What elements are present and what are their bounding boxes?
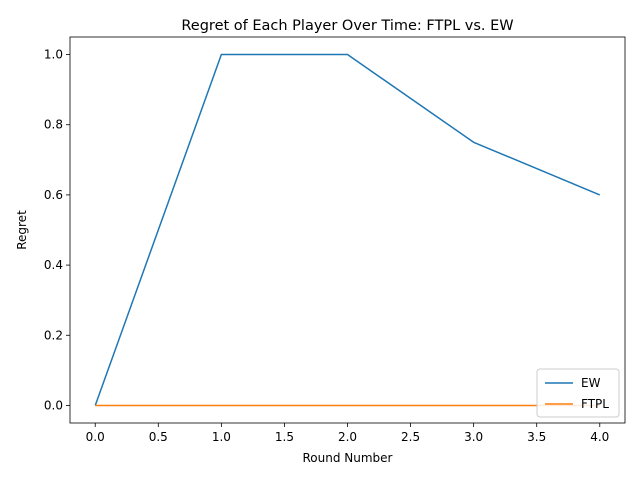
y-tick-label: 0.6 xyxy=(44,188,63,202)
x-tick-label: 0.5 xyxy=(149,430,168,444)
y-tick-label: 1.0 xyxy=(44,48,63,62)
x-tick-label: 0.0 xyxy=(86,430,105,444)
legend-label-ew: EW xyxy=(581,376,601,390)
x-axis-title: Round Number xyxy=(303,451,393,465)
legend: EW FTPL xyxy=(536,368,620,418)
x-tick-label: 2.5 xyxy=(401,430,420,444)
y-tick-label: 0.0 xyxy=(44,398,63,412)
y-axis-title: Regret xyxy=(15,210,29,250)
y-tick-label: 0.4 xyxy=(44,258,63,272)
plot-frame xyxy=(69,36,626,424)
plot-area xyxy=(69,36,626,424)
x-tick-label: 1.0 xyxy=(212,430,231,444)
x-axis: 0.0 0.5 1.0 1.5 2.0 2.5 3.0 3.5 4.0 xyxy=(86,423,609,444)
legend-box xyxy=(536,368,620,418)
x-tick-label: 3.5 xyxy=(527,430,546,444)
x-tick-label: 1.5 xyxy=(275,430,294,444)
series-line-ew xyxy=(94,53,601,406)
y-axis: 0.0 0.2 0.4 0.6 0.8 1.0 xyxy=(44,48,70,412)
x-tick-label: 4.0 xyxy=(590,430,609,444)
x-tick-label: 2.0 xyxy=(338,430,357,444)
x-tick-label: 3.0 xyxy=(464,430,483,444)
y-tick-label: 0.8 xyxy=(44,118,63,132)
chart-title: Regret of Each Player Over Time: FTPL vs… xyxy=(181,18,513,34)
legend-label-ftpl: FTPL xyxy=(581,397,609,411)
y-tick-label: 0.2 xyxy=(44,328,63,342)
